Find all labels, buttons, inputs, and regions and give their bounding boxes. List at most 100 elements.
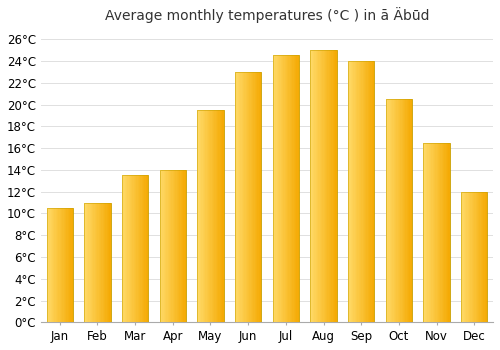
Bar <box>94 203 95 322</box>
Bar <box>127 175 128 322</box>
Bar <box>272 55 299 322</box>
Bar <box>358 61 360 322</box>
Bar <box>318 50 320 322</box>
Bar <box>472 192 473 322</box>
Bar <box>135 175 136 322</box>
Bar <box>208 110 209 322</box>
Bar <box>70 208 72 322</box>
Bar <box>310 50 336 322</box>
Bar <box>310 50 312 322</box>
Bar <box>438 143 439 322</box>
Bar <box>46 208 73 322</box>
Bar <box>395 99 396 322</box>
Bar <box>348 61 350 322</box>
Bar <box>239 72 240 322</box>
Bar <box>473 192 474 322</box>
Bar <box>386 99 387 322</box>
Bar <box>464 192 465 322</box>
Bar <box>57 208 58 322</box>
Bar <box>391 99 392 322</box>
Bar <box>440 143 442 322</box>
Bar <box>84 203 110 322</box>
Bar <box>48 208 50 322</box>
Bar <box>348 61 374 322</box>
Bar <box>122 175 148 322</box>
Bar <box>310 50 336 322</box>
Bar <box>246 72 247 322</box>
Bar <box>180 170 181 322</box>
Bar <box>407 99 408 322</box>
Bar <box>217 110 218 322</box>
Bar <box>392 99 394 322</box>
Bar <box>477 192 478 322</box>
Bar <box>486 192 488 322</box>
Bar <box>406 99 407 322</box>
Bar <box>202 110 204 322</box>
Bar <box>128 175 130 322</box>
Bar <box>201 110 202 322</box>
Bar <box>348 61 374 322</box>
Bar <box>432 143 434 322</box>
Bar <box>238 72 239 322</box>
Bar <box>480 192 481 322</box>
Bar <box>180 170 182 322</box>
Bar <box>434 143 436 322</box>
Bar <box>84 203 110 322</box>
Bar <box>424 143 450 322</box>
Bar <box>426 143 428 322</box>
Bar <box>138 175 139 322</box>
Bar <box>324 50 325 322</box>
Bar <box>221 110 222 322</box>
Bar <box>314 50 316 322</box>
Bar <box>50 208 52 322</box>
Bar <box>360 61 361 322</box>
Bar <box>290 55 291 322</box>
Bar <box>372 61 373 322</box>
Bar <box>100 203 102 322</box>
Bar <box>210 110 212 322</box>
Bar <box>361 61 362 322</box>
Bar <box>398 99 399 322</box>
Bar <box>466 192 468 322</box>
Bar <box>373 61 374 322</box>
Bar <box>106 203 108 322</box>
Bar <box>280 55 282 322</box>
Bar <box>168 170 169 322</box>
Bar <box>278 55 280 322</box>
Bar <box>205 110 206 322</box>
Bar <box>87 203 88 322</box>
Bar <box>256 72 258 322</box>
Bar <box>198 110 224 322</box>
Bar <box>313 50 314 322</box>
Bar <box>222 110 224 322</box>
Bar <box>235 72 262 322</box>
Bar <box>368 61 369 322</box>
Bar <box>272 55 299 322</box>
Bar <box>134 175 135 322</box>
Bar <box>354 61 356 322</box>
Bar <box>64 208 65 322</box>
Bar <box>446 143 447 322</box>
Bar <box>287 55 288 322</box>
Bar <box>283 55 284 322</box>
Bar <box>98 203 99 322</box>
Bar <box>469 192 470 322</box>
Bar <box>184 170 186 322</box>
Bar <box>213 110 214 322</box>
Bar <box>204 110 205 322</box>
Bar <box>61 208 62 322</box>
Bar <box>170 170 172 322</box>
Bar <box>435 143 436 322</box>
Bar <box>316 50 317 322</box>
Bar <box>84 203 86 322</box>
Bar <box>442 143 443 322</box>
Bar <box>68 208 69 322</box>
Bar <box>462 192 464 322</box>
Bar <box>124 175 126 322</box>
Bar <box>52 208 53 322</box>
Bar <box>320 50 321 322</box>
Bar <box>108 203 110 322</box>
Bar <box>60 208 61 322</box>
Bar <box>325 50 326 322</box>
Bar <box>160 170 161 322</box>
